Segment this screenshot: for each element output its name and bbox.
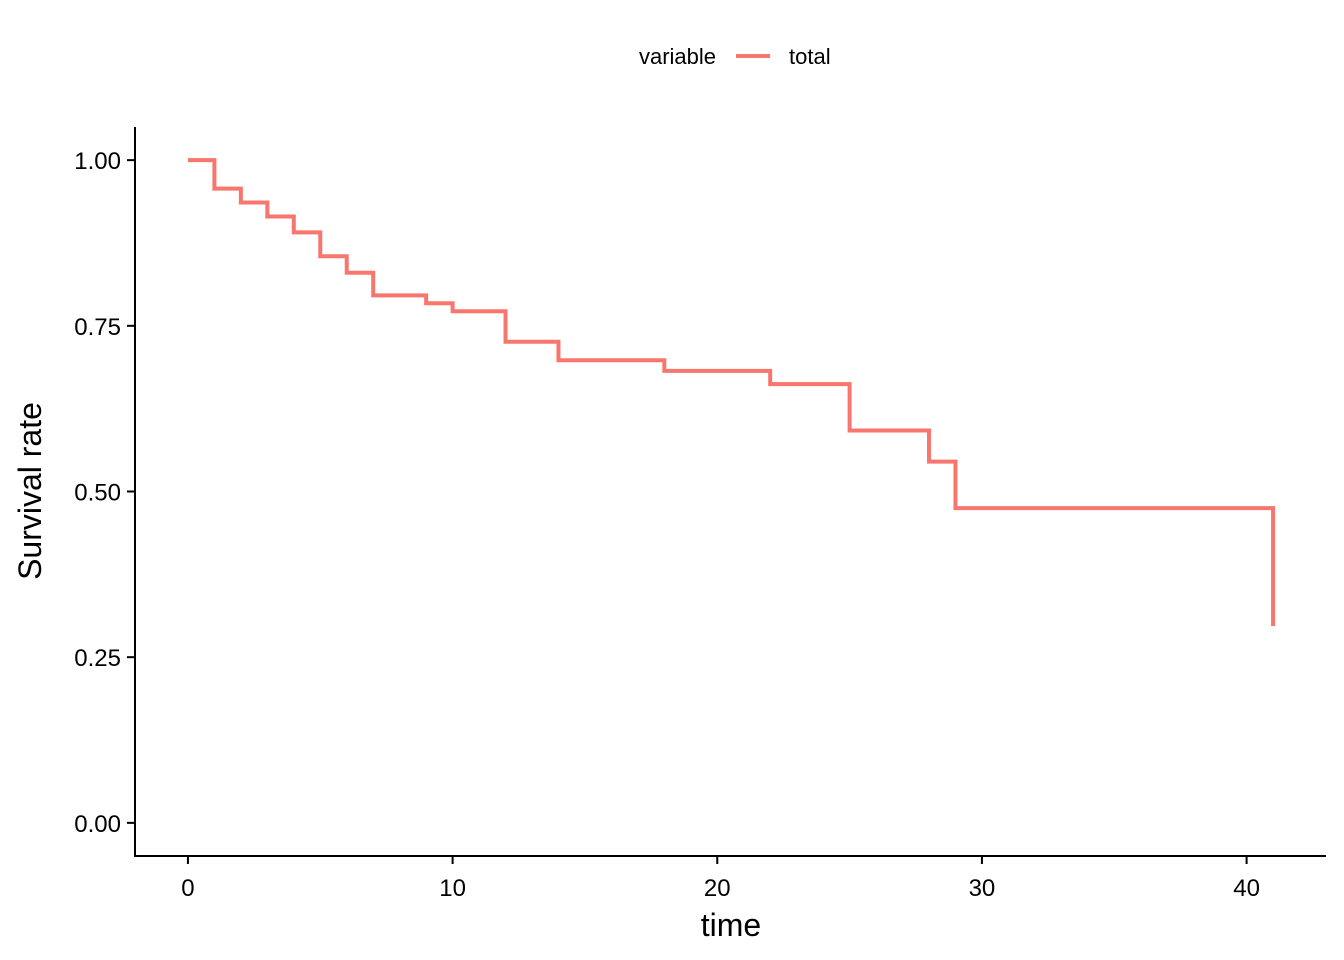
y-tick-label: 0.00 (74, 811, 121, 838)
y-tick-label: 0.75 (74, 314, 121, 341)
y-tick-label: 0.25 (74, 645, 121, 672)
x-axis-title: time (701, 907, 761, 943)
y-tick-label: 1.00 (74, 148, 121, 175)
x-tick-label: 40 (1233, 875, 1260, 902)
x-axis-ticks: 0 10 20 30 40 (181, 856, 1260, 902)
x-tick-label: 20 (704, 875, 731, 902)
series-line-total (187, 158, 1276, 627)
legend: variable total (639, 44, 831, 69)
x-tick-label: 0 (181, 875, 194, 902)
legend-title: variable (639, 44, 716, 69)
legend-label-total: total (789, 44, 831, 69)
y-axis-ticks: 0.00 0.25 0.50 0.75 1.00 (74, 148, 135, 838)
x-tick-label: 10 (439, 875, 466, 902)
series-layer (187, 158, 1276, 627)
x-tick-label: 30 (969, 875, 996, 902)
y-tick-label: 0.50 (74, 480, 121, 507)
y-axis-title: Survival rate (12, 402, 48, 580)
